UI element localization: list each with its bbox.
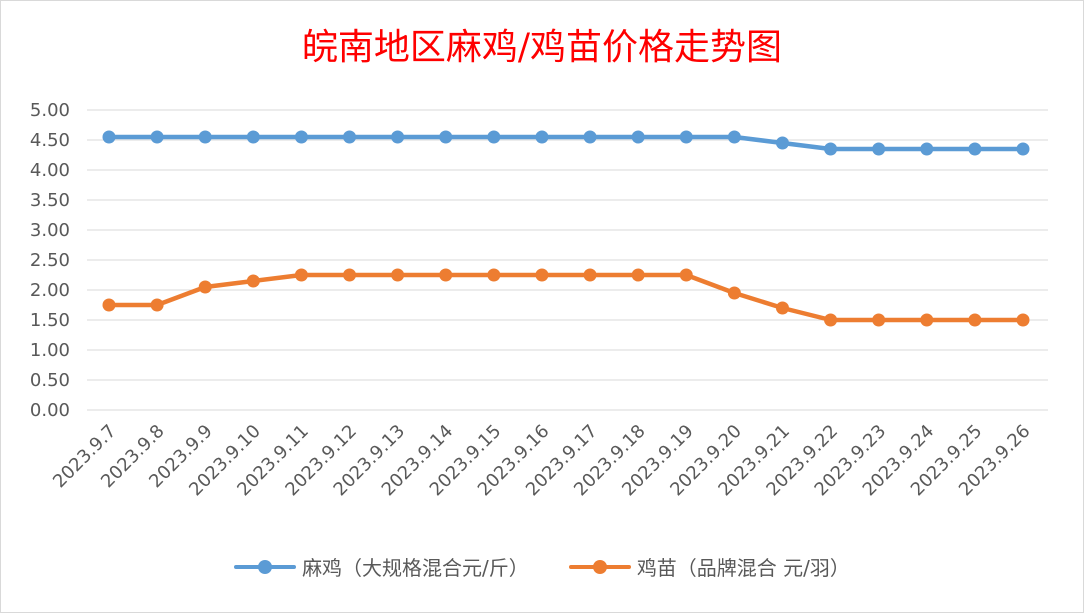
data-point [920, 313, 934, 327]
data-point [246, 130, 260, 144]
data-point [487, 130, 501, 144]
data-point [872, 142, 886, 156]
series-1 [102, 130, 1030, 156]
y-tick-label: 0.00 [30, 400, 70, 421]
data-point [535, 268, 549, 282]
data-point [439, 130, 453, 144]
data-point [824, 142, 838, 156]
data-point [391, 130, 405, 144]
data-point [150, 298, 164, 312]
y-axis-ticks: 0.00 0.50 1.00 1.50 2.00 2.50 3.00 3.50 4.00 4.50… [30, 100, 70, 421]
data-point [102, 298, 116, 312]
data-point [535, 130, 549, 144]
data-point [775, 136, 789, 150]
data-point [968, 313, 982, 327]
series-line-2 [106, 272, 1026, 323]
data-point [727, 130, 741, 144]
data-point [391, 268, 405, 282]
data-point [294, 130, 308, 144]
data-point [343, 130, 357, 144]
data-point [583, 268, 597, 282]
data-point [968, 142, 982, 156]
data-point [775, 301, 789, 315]
data-point [439, 268, 453, 282]
data-point [102, 130, 116, 144]
y-tick-label: 1.00 [30, 340, 70, 361]
data-point [1016, 313, 1030, 327]
data-point [679, 268, 693, 282]
data-point [679, 130, 693, 144]
data-point [631, 130, 645, 144]
data-point [824, 313, 838, 327]
series-layer [102, 130, 1030, 327]
data-point [198, 280, 212, 294]
data-point [583, 130, 597, 144]
y-tick-label: 5.00 [30, 100, 70, 121]
y-tick-label: 4.50 [30, 130, 70, 151]
y-tick-label: 3.00 [30, 220, 70, 241]
data-point [727, 286, 741, 300]
data-point [872, 313, 886, 327]
y-tick-label: 2.00 [30, 280, 70, 301]
legend-item-series-1: 麻鸡（大规格混合元/斤） [234, 552, 529, 581]
gridlines [87, 109, 1048, 411]
legend-swatch-series-2 [568, 557, 631, 577]
legend-item-series-2: 鸡苗（品牌混合 元/羽） [568, 552, 850, 581]
data-point [294, 268, 308, 282]
series-2 [102, 268, 1030, 327]
legend-swatch-series-1 [234, 557, 297, 577]
data-point [150, 130, 164, 144]
data-point [631, 268, 645, 282]
data-point [343, 268, 357, 282]
y-tick-label: 1.50 [30, 310, 70, 331]
legend-label-series-1: 麻鸡（大规格混合元/斤） [302, 556, 529, 580]
series-line-1 [106, 134, 1026, 152]
y-tick-label: 0.50 [30, 370, 70, 391]
data-point [487, 268, 501, 282]
data-point [246, 274, 260, 288]
data-point [920, 142, 934, 156]
legend-label-series-2: 鸡苗（品牌混合 元/羽） [636, 556, 850, 580]
chart-title: 皖南地区麻鸡/鸡苗价格走势图 [301, 27, 783, 68]
legend: 麻鸡（大规格混合元/斤） 鸡苗（品牌混合 元/羽） [0, 552, 1084, 581]
x-axis-ticks: 2023.9.72023.9.82023.9.92023.9.102023.9.… [49, 421, 1035, 501]
y-tick-label: 4.00 [30, 160, 70, 181]
y-tick-label: 3.50 [30, 190, 70, 211]
data-point [198, 130, 212, 144]
data-point [1016, 142, 1030, 156]
y-tick-label: 2.50 [30, 250, 70, 271]
